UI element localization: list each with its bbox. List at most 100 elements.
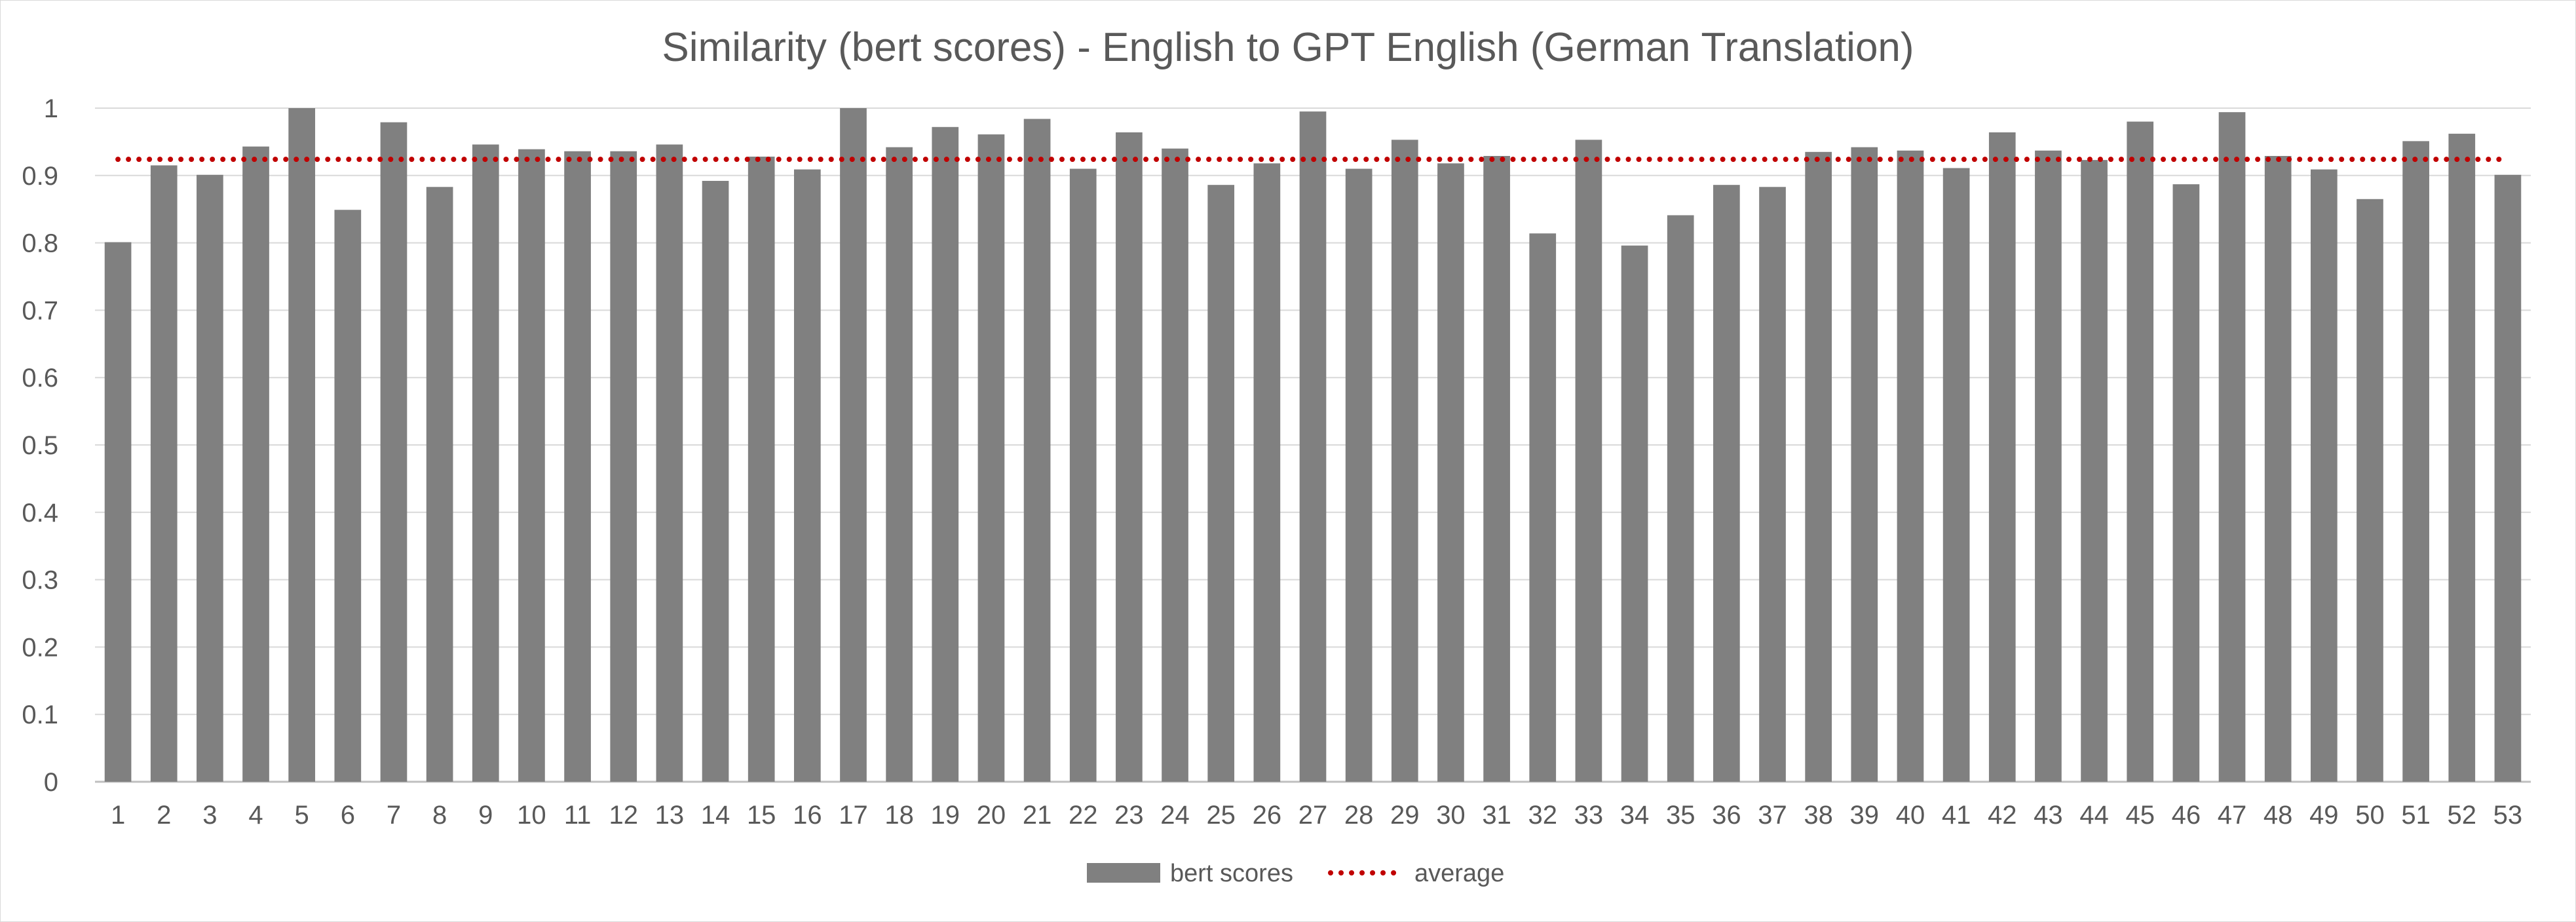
y-tick-label: 1: [44, 94, 58, 123]
bar-16: [793, 169, 821, 782]
x-tick-label: 12: [609, 801, 638, 830]
bar-2: [150, 165, 178, 782]
chart-title: Similarity (bert scores) - English to GP…: [662, 25, 1914, 70]
y-tick-label: 0.6: [22, 364, 58, 393]
x-tick-label: 4: [248, 801, 263, 830]
x-tick-label: 20: [977, 801, 1006, 830]
x-tick-label: 48: [2263, 801, 2293, 830]
x-tick-label: 38: [1804, 801, 1833, 830]
bar-14: [702, 181, 729, 782]
bar-15: [748, 157, 775, 782]
bar-8: [426, 187, 453, 782]
x-tick-label: 41: [1942, 801, 1971, 830]
x-tick-label: 17: [839, 801, 868, 830]
bar-49: [2310, 169, 2338, 782]
bar-51: [2402, 141, 2429, 782]
bar-41: [1942, 168, 1970, 782]
bar-29: [1391, 140, 1418, 782]
y-tick-label: 0.3: [22, 566, 58, 595]
bar-53: [2494, 174, 2522, 782]
bar-6: [334, 210, 362, 782]
bar-21: [1023, 119, 1051, 782]
x-tick-label: 2: [157, 801, 171, 830]
bar-18: [886, 147, 913, 782]
bar-26: [1253, 163, 1281, 782]
x-tick-label: 24: [1160, 801, 1190, 830]
bar-40: [1897, 150, 1924, 782]
bar-17: [840, 108, 867, 782]
x-tick-label: 28: [1344, 801, 1374, 830]
y-tick-label: 0.7: [22, 296, 58, 325]
legend-swatch-bert-scores: [1087, 863, 1160, 883]
bar-37: [1759, 187, 1786, 782]
x-tick-label: 36: [1712, 801, 1741, 830]
bar-44: [2081, 160, 2108, 782]
x-tick-label: 18: [884, 801, 914, 830]
legend-label-average: average: [1414, 860, 1504, 887]
bar-45: [2127, 121, 2154, 782]
x-tick-label: 27: [1298, 801, 1328, 830]
y-tick-label: 0.4: [22, 499, 58, 528]
bar-23: [1116, 132, 1143, 782]
x-axis-tick-labels: 1 2 3 4 5 6 7 8 9 10 11 12 13 14 15 16 17 18 19 20 21 22 23 24 2…: [111, 801, 2522, 830]
x-tick-label: 40: [1896, 801, 1925, 830]
y-axis-tick-labels: 0 0.1 0.2 0.3 0.4 0.5 0.6 0.7 0.8 0.9 1: [22, 94, 58, 797]
bar-10: [518, 149, 545, 782]
x-tick-label: 33: [1574, 801, 1604, 830]
x-tick-label: 23: [1114, 801, 1144, 830]
x-tick-label: 26: [1253, 801, 1282, 830]
bar-27: [1299, 111, 1327, 782]
x-tick-label: 3: [202, 801, 217, 830]
x-tick-label: 15: [747, 801, 776, 830]
bar-52: [2448, 134, 2476, 782]
x-tick-label: 53: [2493, 801, 2523, 830]
bar-25: [1207, 185, 1235, 782]
bar-35: [1667, 215, 1694, 782]
bar-32: [1529, 233, 1557, 782]
bar-3: [197, 174, 223, 782]
x-tick-label: 30: [1436, 801, 1466, 830]
x-tick-label: 34: [1620, 801, 1650, 830]
bar-47: [2218, 112, 2246, 782]
x-tick-label: 42: [1988, 801, 2017, 830]
bar-31: [1483, 155, 1510, 782]
bar-9: [472, 144, 499, 782]
legend-label-bert-scores: bert scores: [1170, 860, 1293, 887]
bar-7: [380, 122, 407, 782]
x-tick-label: 8: [432, 801, 447, 830]
y-tick-label: 0.5: [22, 431, 58, 460]
bar-22: [1069, 168, 1097, 782]
x-tick-label: 10: [517, 801, 546, 830]
x-tick-label: 21: [1023, 801, 1052, 830]
x-tick-label: 5: [295, 801, 309, 830]
x-tick-label: 35: [1666, 801, 1695, 830]
x-tick-label: 22: [1069, 801, 1098, 830]
y-tick-label: 0: [44, 768, 58, 797]
y-tick-label: 0.1: [22, 701, 58, 729]
bar-36: [1713, 185, 1740, 782]
bar-42: [1988, 132, 2016, 782]
x-tick-label: 32: [1528, 801, 1558, 830]
bar-46: [2172, 184, 2200, 782]
bar-4: [242, 146, 269, 782]
x-tick-label: 44: [2079, 801, 2109, 830]
y-tick-label: 0.8: [22, 229, 58, 258]
x-tick-label: 51: [2401, 801, 2431, 830]
x-tick-label: 43: [2034, 801, 2063, 830]
x-tick-label: 25: [1206, 801, 1236, 830]
x-tick-label: 19: [931, 801, 960, 830]
bar-20: [977, 134, 1005, 782]
x-tick-label: 7: [387, 801, 401, 830]
x-tick-label: 31: [1482, 801, 1511, 830]
bar-28: [1345, 168, 1373, 782]
bar-38: [1805, 151, 1832, 782]
bar-13: [656, 144, 683, 782]
bar-39: [1851, 147, 1878, 782]
x-tick-label: 16: [793, 801, 822, 830]
x-tick-label: 49: [2309, 801, 2339, 830]
bar-48: [2264, 155, 2292, 782]
bar-33: [1575, 140, 1602, 782]
y-tick-label: 0.9: [22, 162, 58, 191]
x-tick-label: 50: [2355, 801, 2385, 830]
